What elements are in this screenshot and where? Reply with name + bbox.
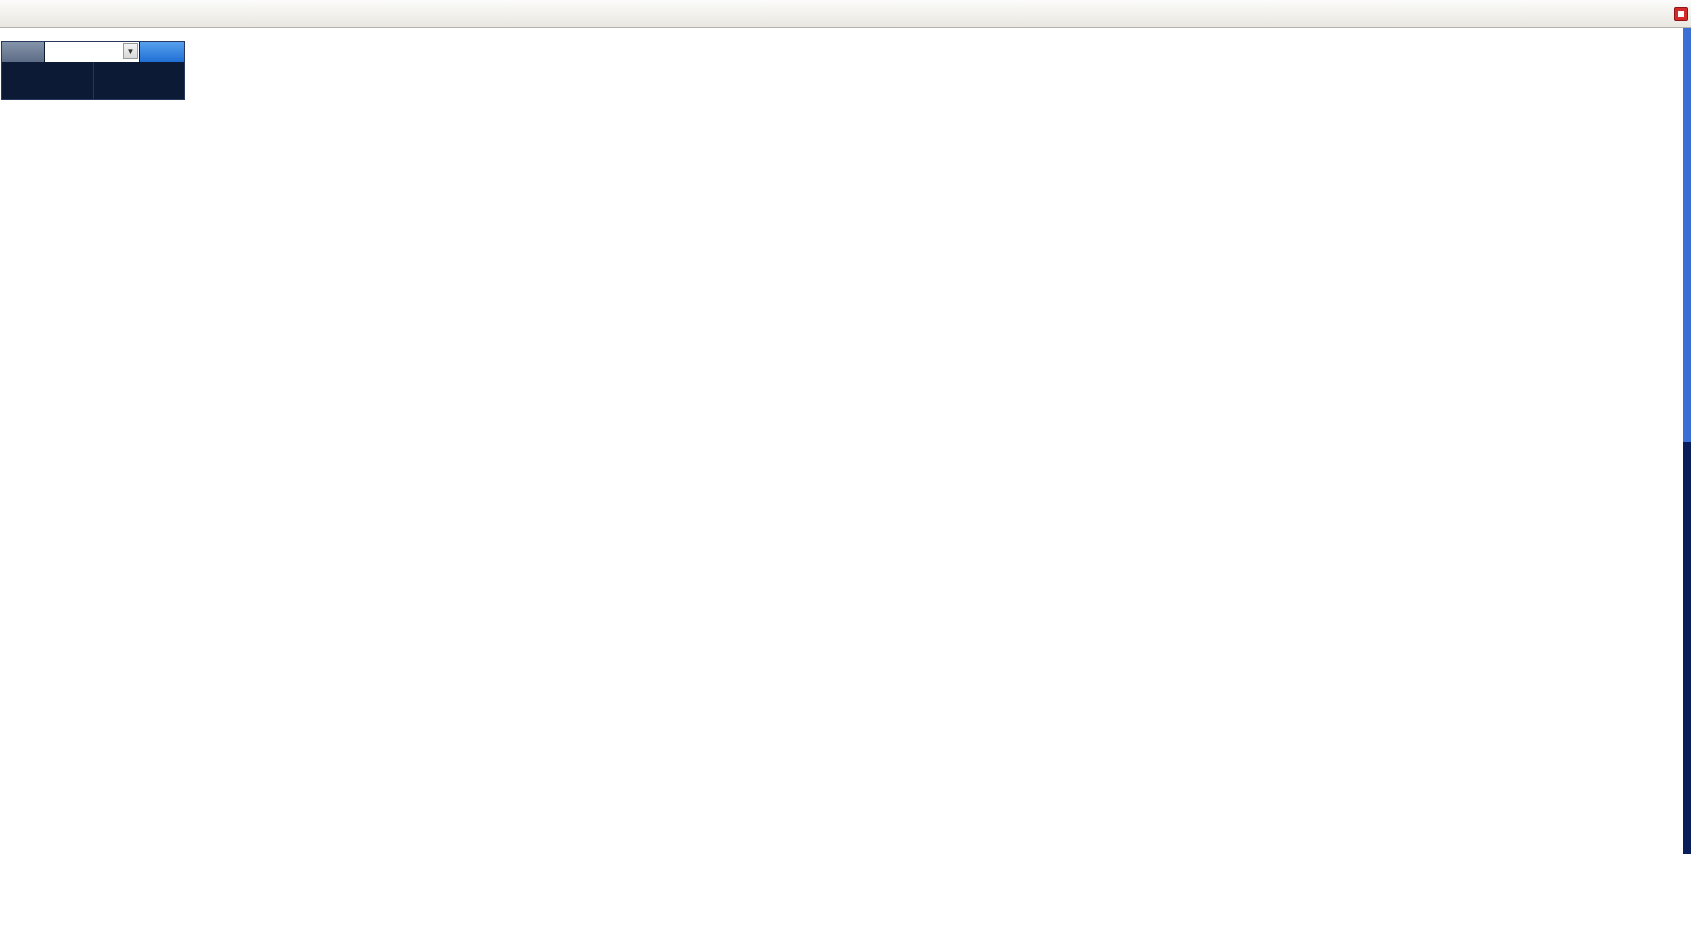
sell-button[interactable]	[2, 42, 45, 62]
bid-ask-display	[2, 62, 184, 99]
buy-button[interactable]	[139, 42, 184, 62]
ask-price[interactable]	[92, 62, 185, 99]
one-click-trading-panel: ▼	[1, 41, 185, 100]
lot-size-input[interactable]: ▼	[45, 42, 139, 62]
one-click-controls: ▼	[2, 42, 184, 62]
toolbar-red-indicator-icon[interactable]	[1674, 7, 1688, 21]
bid-price[interactable]	[2, 62, 93, 99]
right-scrollbar-thumb[interactable]	[1683, 28, 1691, 442]
toolbar	[0, 0, 1691, 28]
lot-size-dropdown-icon[interactable]: ▼	[123, 43, 138, 59]
chart-area[interactable]	[0, 28, 1691, 937]
right-scrollbar[interactable]	[1683, 28, 1691, 854]
